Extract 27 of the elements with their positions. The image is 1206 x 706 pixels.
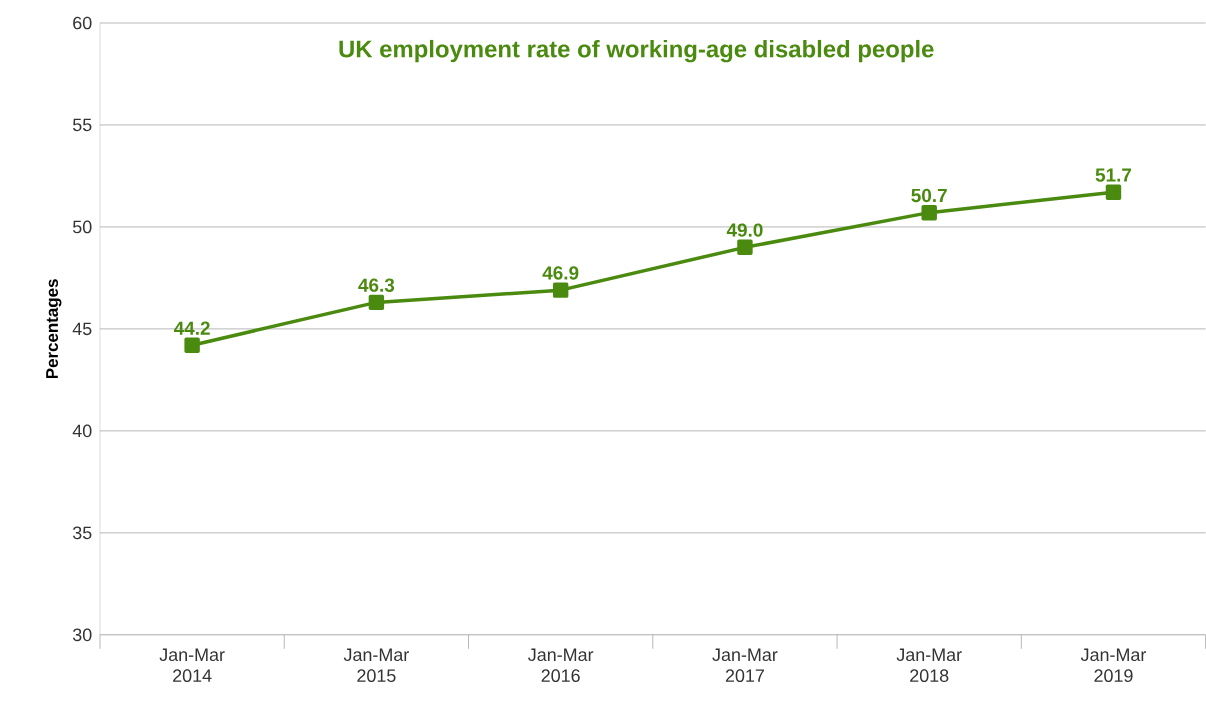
y-tick-label: 35 xyxy=(72,526,92,540)
data-label: 50.7 xyxy=(911,188,947,203)
data-label: 46.3 xyxy=(358,278,395,292)
point xyxy=(737,239,753,256)
y-tick-label: 60 xyxy=(73,16,92,30)
y-axis-title: Percentages xyxy=(46,279,62,379)
y-tick-label: 55 xyxy=(72,118,92,132)
y-tick-label: 40 xyxy=(72,424,92,438)
point xyxy=(1105,184,1122,201)
x-tick-label: Jan-Mar 2019 xyxy=(1080,648,1147,683)
point xyxy=(552,282,569,298)
point xyxy=(921,205,937,221)
y-tick-label: 45 xyxy=(72,322,92,336)
data-label: 51.7 xyxy=(1095,168,1132,182)
x-tick-label: Jan-Mar 2018 xyxy=(896,648,962,683)
y-tick-label: 30 xyxy=(72,628,92,642)
x-tick-label: Jan-Mar 2015 xyxy=(343,648,409,683)
data-label: 46.9 xyxy=(542,266,579,280)
point xyxy=(184,337,200,354)
point xyxy=(368,294,385,311)
text: UK employment rate of working-age disabled people xyxy=(339,40,934,63)
x-tick-label: Jan-Mar 2017 xyxy=(712,648,778,683)
data-label: 44.2 xyxy=(173,321,210,335)
y-tick-label: 50 xyxy=(72,220,92,234)
x-tick-label: Jan-Mar 2016 xyxy=(528,648,594,683)
x-tick-label: Jan-Mar 2014 xyxy=(159,648,225,683)
data-label: 49.0 xyxy=(726,223,763,237)
